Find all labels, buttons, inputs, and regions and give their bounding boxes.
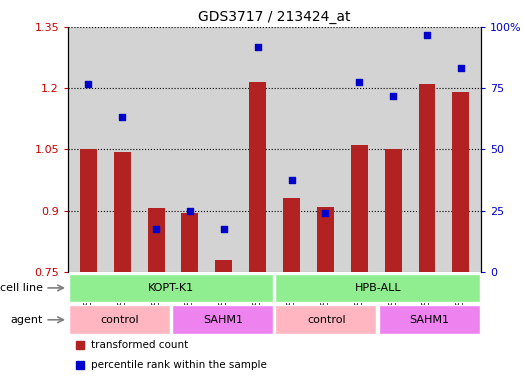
Bar <box>276 305 376 334</box>
Text: transformed count: transformed count <box>90 340 188 350</box>
Bar <box>249 82 266 272</box>
Bar <box>276 273 480 302</box>
Point <box>152 226 160 232</box>
Title: GDS3717 / 213424_at: GDS3717 / 213424_at <box>198 10 351 25</box>
Bar <box>69 305 169 334</box>
Text: cell line: cell line <box>0 283 43 293</box>
Text: HPB-ALL: HPB-ALL <box>355 283 401 293</box>
Point <box>254 44 262 50</box>
Bar <box>80 149 97 272</box>
Point <box>355 79 363 85</box>
Bar <box>215 260 232 272</box>
Bar <box>418 84 436 272</box>
Text: SAHM1: SAHM1 <box>203 315 243 325</box>
Bar <box>379 305 480 334</box>
Point <box>186 208 194 214</box>
Text: percentile rank within the sample: percentile rank within the sample <box>90 360 267 370</box>
Point <box>423 32 431 38</box>
Bar <box>384 149 402 272</box>
Text: KOPT-K1: KOPT-K1 <box>148 283 195 293</box>
Bar <box>69 273 273 302</box>
Bar <box>452 92 469 272</box>
Bar <box>147 208 165 272</box>
Bar <box>181 213 198 272</box>
Point <box>389 93 397 99</box>
Point <box>457 65 465 71</box>
Text: SAHM1: SAHM1 <box>410 315 449 325</box>
Text: control: control <box>100 315 139 325</box>
Bar <box>113 152 131 272</box>
Bar <box>317 207 334 272</box>
Text: control: control <box>307 315 346 325</box>
Point <box>220 226 228 232</box>
Point <box>321 210 329 216</box>
Text: agent: agent <box>11 315 43 325</box>
Bar <box>172 305 273 334</box>
Bar <box>351 146 368 272</box>
Point <box>84 81 93 87</box>
Bar <box>283 199 300 272</box>
Point <box>287 177 295 183</box>
Point <box>118 114 127 120</box>
